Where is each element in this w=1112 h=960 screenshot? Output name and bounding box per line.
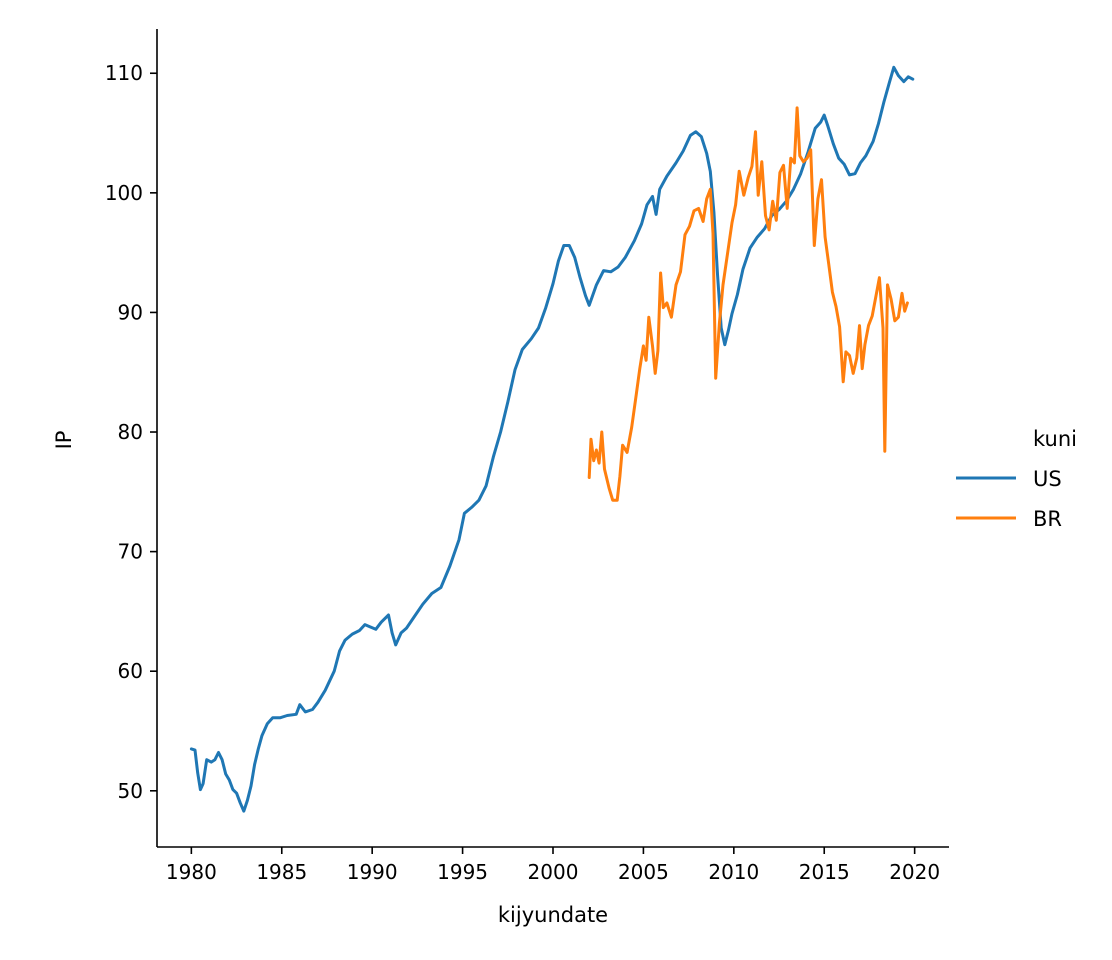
x-tick-label: 2015 — [799, 860, 850, 884]
y-axis-title: IP — [52, 431, 76, 450]
y-tick-label: 110 — [105, 61, 143, 85]
y-tick-label: 100 — [105, 181, 143, 205]
x-tick-label: 1985 — [256, 860, 307, 884]
legend: kuni US BR — [956, 427, 1077, 531]
x-tick-label: 2005 — [618, 860, 669, 884]
x-tick-label: 1990 — [347, 860, 398, 884]
x-axis-title: kijyundate — [498, 903, 608, 927]
legend-label-br: BR — [1033, 507, 1062, 531]
y-tick-label: 80 — [118, 420, 143, 444]
y-tick-label: 50 — [118, 779, 143, 803]
y-tick-label: 70 — [118, 540, 143, 564]
series-line-br — [587, 106, 909, 502]
y-axis-ticks: 50 60 70 80 90 100 110 — [105, 61, 157, 803]
series-line-us — [189, 65, 915, 813]
legend-title: kuni — [1033, 427, 1077, 451]
plot-area — [189, 65, 915, 813]
y-tick-label: 60 — [118, 659, 143, 683]
legend-label-us: US — [1033, 467, 1062, 491]
y-tick-label: 90 — [118, 300, 143, 324]
x-tick-label: 1980 — [166, 860, 217, 884]
x-tick-label: 2020 — [889, 860, 940, 884]
x-tick-label: 1995 — [437, 860, 488, 884]
x-tick-label: 2000 — [528, 860, 579, 884]
x-tick-label: 2010 — [708, 860, 759, 884]
x-axis-ticks: 1980 1985 1990 1995 2000 2005 2010 2015 2020 — [166, 847, 940, 884]
